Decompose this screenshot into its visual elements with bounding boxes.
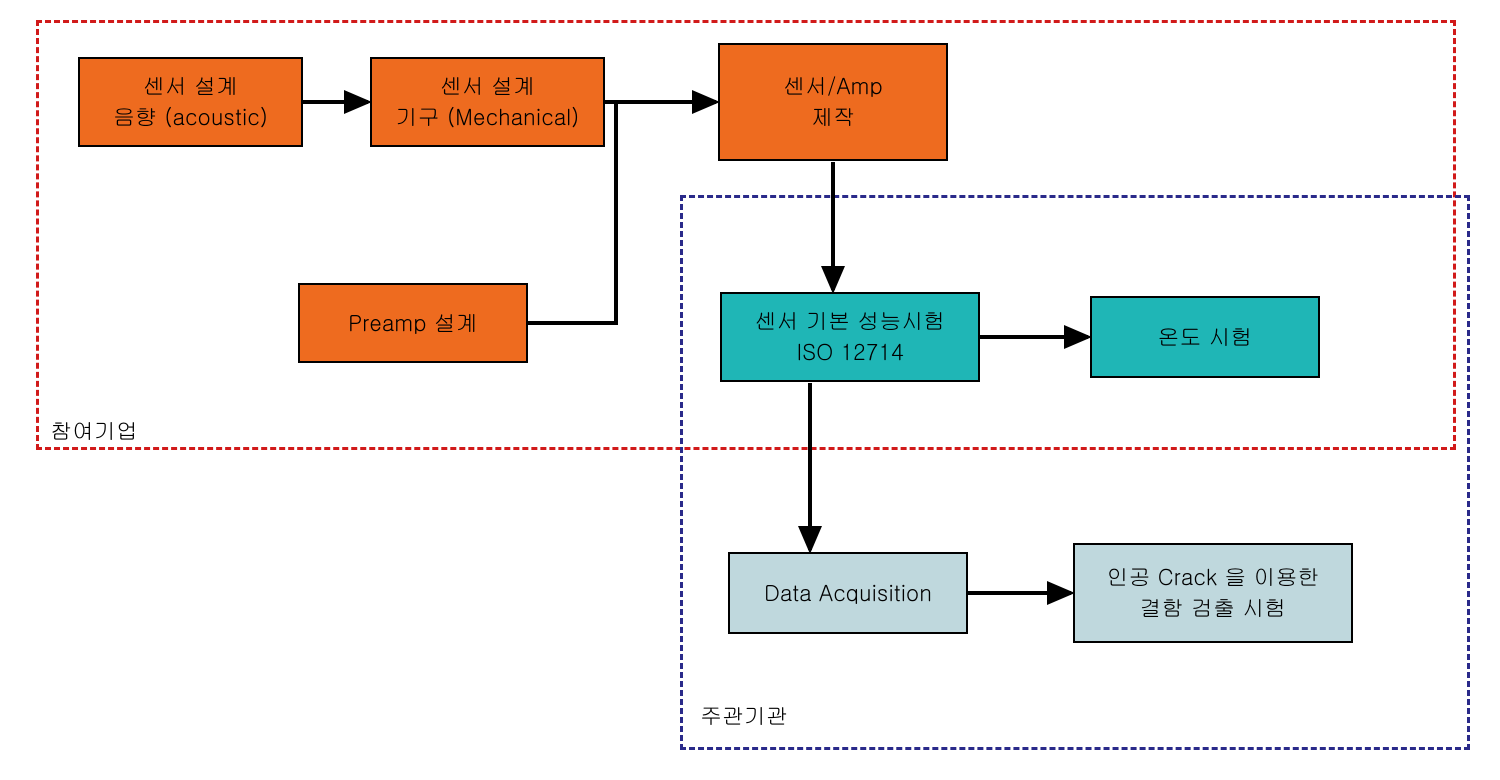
node-daq: Data Acquisition <box>728 552 968 634</box>
node-sensoramp: 센서/Amp 제작 <box>718 43 948 161</box>
node-preamp: Preamp 설계 <box>298 283 528 363</box>
node-acoustic: 센서 설계 음향 (acoustic) <box>78 57 303 147</box>
node-text: 센서 기본 성능시험 <box>755 305 946 336</box>
node-mechanical: 센서 설계 기구 (Mechanical) <box>370 57 605 147</box>
node-text: Data Acquisition <box>764 577 932 608</box>
node-crack: 인공 Crack 을 이용한 결함 검출 시험 <box>1073 543 1353 643</box>
node-text: Preamp 설계 <box>348 307 478 338</box>
container-managing <box>680 195 1470 750</box>
node-iso: 센서 기본 성능시험 ISO 12714 <box>720 292 980 382</box>
node-text: 인공 Crack 을 이용한 <box>1106 561 1319 592</box>
node-text: 제작 <box>811 101 855 132</box>
node-text: ISO 12714 <box>796 336 903 367</box>
node-temp: 온도 시험 <box>1090 296 1320 378</box>
node-text: 온도 시험 <box>1157 321 1252 352</box>
node-text: 센서/Amp <box>783 70 883 101</box>
node-text: 센서 설계 <box>143 70 238 101</box>
node-text: 기구 (Mechanical) <box>396 101 580 132</box>
label-participating: 참여기업 <box>50 415 138 446</box>
label-managing: 주관기관 <box>700 700 788 731</box>
node-text: 센서 설계 <box>440 70 535 101</box>
node-text: 음향 (acoustic) <box>113 101 268 132</box>
node-text: 결함 검출 시험 <box>1140 592 1287 623</box>
